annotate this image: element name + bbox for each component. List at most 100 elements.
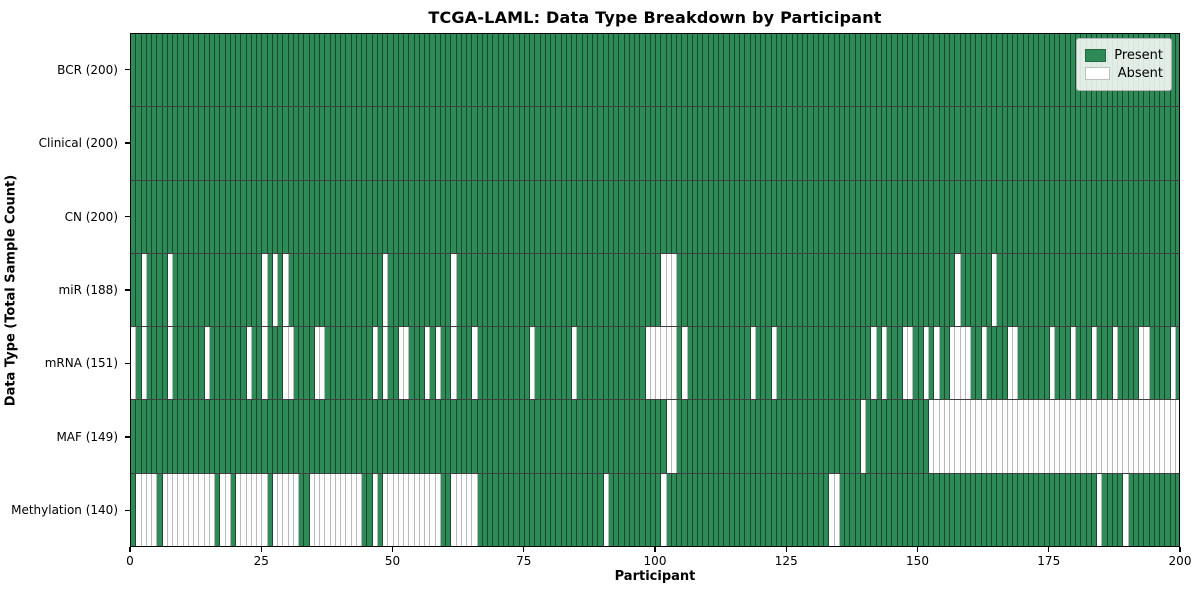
cell-present: [818, 400, 824, 473]
cell-present: [887, 180, 893, 253]
cell-present: [267, 327, 273, 400]
cell-present: [330, 327, 336, 400]
cell-present: [577, 34, 583, 107]
cell-present: [173, 400, 179, 473]
cell-present: [1149, 473, 1155, 546]
cell-absent: [220, 473, 226, 546]
cell-absent: [955, 327, 961, 400]
cell-present: [698, 107, 704, 180]
cell-present: [372, 253, 378, 327]
cell-present: [608, 180, 614, 253]
cell-present: [855, 253, 861, 327]
cell-present: [556, 400, 562, 473]
cell-present: [335, 34, 341, 107]
cell-absent: [1044, 400, 1050, 473]
cell-present: [1070, 180, 1076, 253]
cell-present: [713, 473, 719, 546]
cell-present: [619, 473, 625, 546]
cell-present: [1165, 327, 1171, 400]
cell-present: [603, 253, 609, 327]
cell-present: [913, 327, 919, 400]
cell-present: [425, 180, 431, 253]
cell-present: [797, 473, 803, 546]
cell-present: [698, 253, 704, 327]
cell-present: [892, 327, 898, 400]
cell-present: [1055, 107, 1061, 180]
cell-present: [887, 400, 893, 473]
cell-present: [1133, 253, 1139, 327]
cell-present: [834, 107, 840, 180]
cell-present: [194, 400, 200, 473]
cell-present: [1133, 180, 1139, 253]
cell-present: [551, 34, 557, 107]
cell-present: [908, 34, 914, 107]
cell-present: [136, 253, 142, 327]
cell-present: [545, 107, 551, 180]
cell-absent: [1144, 400, 1150, 473]
cell-present: [1076, 327, 1082, 400]
cell-present: [1154, 253, 1160, 327]
cell-present: [902, 34, 908, 107]
cell-present: [456, 400, 462, 473]
cell-present: [1112, 253, 1118, 327]
cell-present: [482, 400, 488, 473]
cell-present: [530, 253, 536, 327]
cell-present: [577, 400, 583, 473]
cell-present: [698, 473, 704, 546]
y-tick-label: Methylation (140): [11, 503, 118, 518]
cell-present: [598, 34, 604, 107]
cell-present: [687, 34, 693, 107]
cell-present: [503, 473, 509, 546]
cell-present: [530, 107, 536, 180]
cell-present: [887, 327, 893, 400]
cell-present: [750, 34, 756, 107]
cell-present: [1002, 107, 1008, 180]
cell-absent: [409, 473, 415, 546]
cell-present: [871, 34, 877, 107]
cell-present: [808, 180, 814, 253]
cell-present: [1086, 253, 1092, 327]
cell-present: [986, 253, 992, 327]
cell-present: [981, 180, 987, 253]
cell-present: [356, 253, 362, 327]
cell-present: [414, 180, 420, 253]
cell-present: [561, 400, 567, 473]
cell-present: [1023, 180, 1029, 253]
cell-present: [356, 107, 362, 180]
cell-present: [215, 34, 221, 107]
cell-present: [493, 400, 499, 473]
cell-absent: [451, 473, 457, 546]
cell-present: [267, 34, 273, 107]
cell-absent: [1170, 327, 1176, 400]
cell-present: [335, 327, 341, 400]
cell-present: [572, 473, 578, 546]
cell-present: [855, 400, 861, 473]
cell-present: [1149, 107, 1155, 180]
cell-present: [955, 473, 961, 546]
y-tick: [125, 362, 130, 365]
cell-present: [913, 253, 919, 327]
cell-present: [908, 107, 914, 180]
cell-present: [876, 180, 882, 253]
cell-absent: [398, 327, 404, 400]
cell-absent: [1165, 400, 1171, 473]
cell-present: [1039, 34, 1045, 107]
cell-present: [157, 473, 163, 546]
cell-present: [346, 400, 352, 473]
cell-present: [1081, 473, 1087, 546]
cell-present: [278, 253, 284, 327]
cell-present: [451, 400, 457, 473]
cell-present: [850, 473, 856, 546]
cell-present: [535, 107, 541, 180]
cell-present: [131, 400, 137, 473]
cell-present: [419, 34, 425, 107]
cell-absent: [162, 473, 168, 546]
cell-present: [629, 400, 635, 473]
cell-present: [839, 253, 845, 327]
cell-present: [183, 400, 189, 473]
cell-present: [787, 400, 793, 473]
cell-present: [829, 253, 835, 327]
cell-present: [257, 327, 263, 400]
cell-present: [923, 400, 929, 473]
cell-present: [902, 253, 908, 327]
